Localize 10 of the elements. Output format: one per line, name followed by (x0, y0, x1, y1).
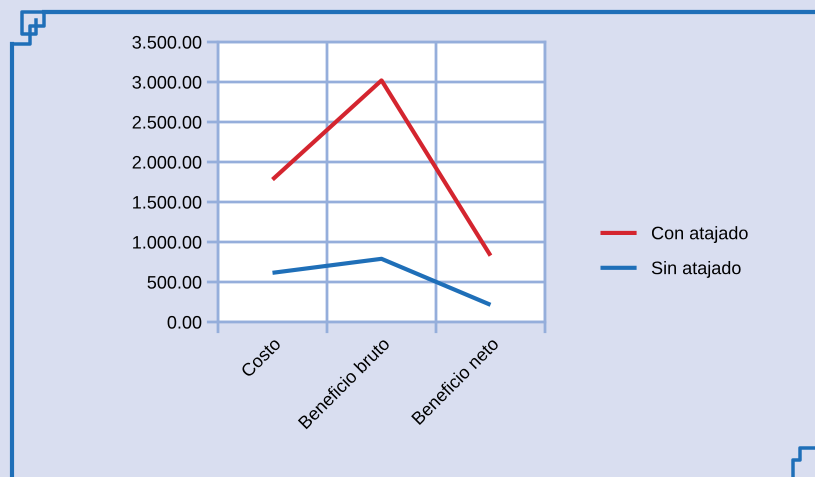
y-tick-label: 1.500.00 (133, 196, 202, 209)
y-tick-label: 500.00 (148, 276, 202, 289)
y-tick-label: 3.000.00 (132, 76, 202, 89)
y-tick-label: 1.000.00 (133, 236, 202, 249)
y-tick-label: 2.500.00 (132, 116, 202, 129)
legend-label: Sin atajado (652, 261, 741, 278)
legend-label: Con atajado (652, 226, 748, 243)
y-tick-label: 0.00 (168, 316, 202, 329)
y-tick-label: 3.500.00 (132, 36, 202, 49)
y-tick-label: 2.000.00 (132, 156, 202, 169)
